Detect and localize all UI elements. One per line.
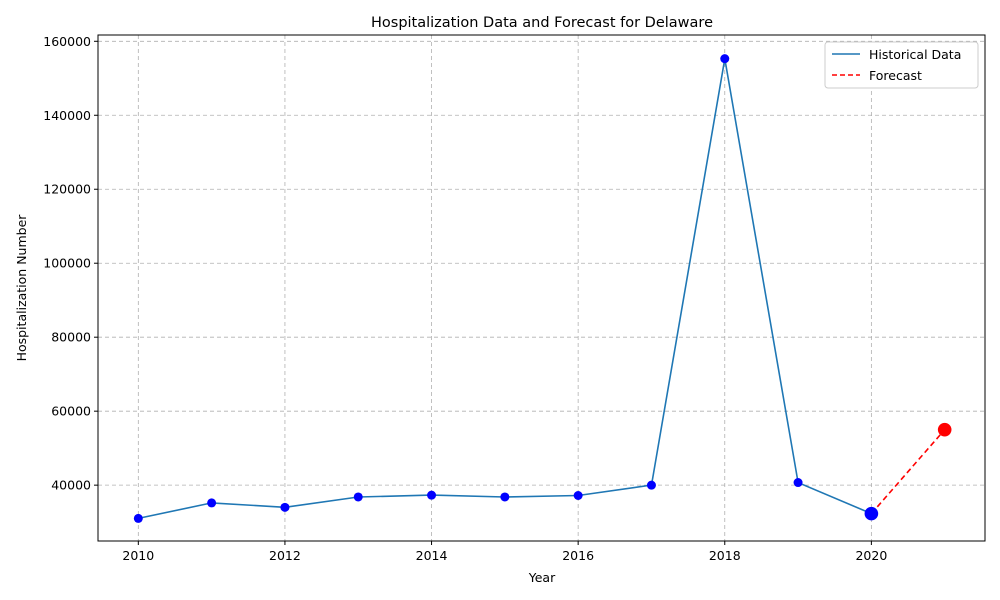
legend-historical-label: Historical Data <box>869 47 961 62</box>
grid <box>98 35 985 541</box>
y-tick-label: 40000 <box>51 478 91 493</box>
historical-data-point <box>720 54 730 64</box>
legend: Historical Data Forecast <box>824 41 979 89</box>
historical-data-point <box>353 492 363 502</box>
x-tick-label: 2018 <box>709 548 741 563</box>
y-tick-label: 160000 <box>43 34 91 49</box>
highlight-point <box>864 506 879 521</box>
x-tick-label: 2014 <box>416 548 448 563</box>
historical-data-point <box>133 513 143 523</box>
y-tick-label: 80000 <box>51 330 91 345</box>
y-tick-label: 120000 <box>43 182 91 197</box>
x-tick-label: 2010 <box>122 548 154 563</box>
legend-box <box>824 41 979 89</box>
x-axis-ticks: 2010 2012 2014 2016 2018 2020 <box>122 541 887 563</box>
chart-title: Hospitalization Data and Forecast for De… <box>371 15 713 31</box>
y-axis-label: Hospitalization Number <box>14 214 29 362</box>
plot-frame <box>97 34 986 542</box>
x-tick-label: 2012 <box>269 548 301 563</box>
forecast-line <box>870 429 946 515</box>
x-tick-label: 2020 <box>855 548 887 563</box>
historical-data-point <box>500 492 510 502</box>
y-tick-label: 100000 <box>43 256 91 271</box>
x-tick-label: 2016 <box>562 548 594 563</box>
historical-data-point <box>280 502 290 512</box>
x-axis-label: Year <box>528 570 556 585</box>
y-axis-ticks: 40000 60000 80000 100000 120000 140000 160000 <box>43 34 98 493</box>
markers-layer <box>133 54 952 523</box>
highlight-point <box>937 422 952 437</box>
legend-forecast-label: Forecast <box>869 68 922 83</box>
historical-data-point <box>646 480 656 490</box>
historical-data-point <box>573 491 583 501</box>
y-tick-label: 140000 <box>43 108 91 123</box>
historical-data-point <box>207 498 217 508</box>
historical-data-point <box>793 478 803 488</box>
historical-data-point <box>427 490 437 500</box>
y-tick-label: 60000 <box>51 404 91 419</box>
